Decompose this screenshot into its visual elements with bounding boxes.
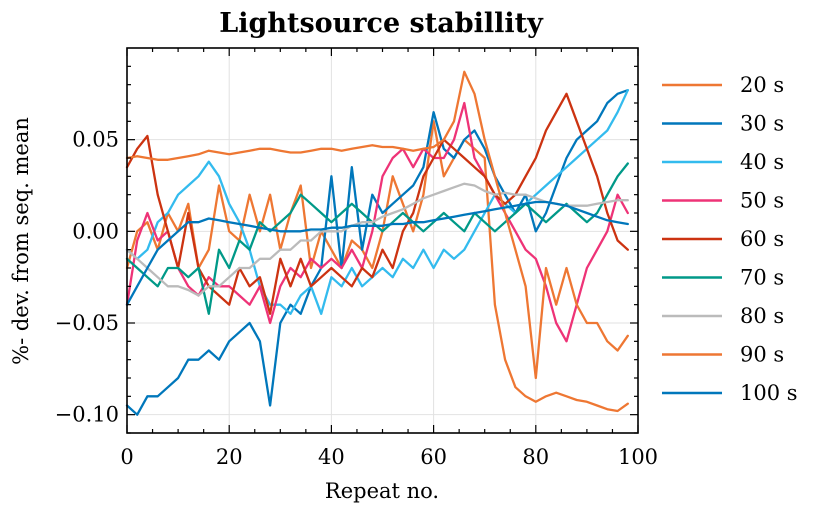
series-line <box>125 92 629 315</box>
y-axis-label: %- dev. from seq. mean <box>9 117 33 365</box>
series-line <box>125 70 629 380</box>
legend-label: 100 s <box>740 381 798 405</box>
series-line <box>125 200 629 306</box>
x-tick-label: 60 <box>420 445 447 469</box>
y-tick-label: 0.05 <box>72 128 119 152</box>
x-axis-label: Repeat no. <box>325 479 439 503</box>
x-tick-labels: 0 20 40 60 80 100 <box>120 445 658 469</box>
legend-label: 20 s <box>740 73 784 97</box>
axis-ticks <box>126 48 639 434</box>
legend-label: 50 s <box>740 189 784 213</box>
series-lines <box>125 70 629 416</box>
chart-title: Lightsource stabillity <box>219 8 544 39</box>
legend-label: 30 s <box>740 112 784 136</box>
series-line <box>125 89 629 315</box>
y-tick-label: 0.00 <box>72 219 119 243</box>
series-line <box>125 101 629 343</box>
legend-label: 60 s <box>740 227 784 251</box>
legend: 20 s 30 s 40 s 50 s 60 s 70 s 80 s 90 s 100 s <box>662 73 798 405</box>
grid <box>126 48 639 433</box>
y-tick-label: −0.10 <box>55 403 119 427</box>
x-tick-label: 80 <box>522 445 549 469</box>
x-tick-label: 100 <box>618 445 658 469</box>
x-tick-label: 0 <box>120 445 133 469</box>
series-line <box>125 120 629 413</box>
y-tick-label: −0.05 <box>55 311 119 335</box>
x-tick-label: 20 <box>216 445 243 469</box>
legend-label: 90 s <box>740 343 784 367</box>
legend-label: 80 s <box>740 304 784 328</box>
legend-label: 70 s <box>740 266 784 290</box>
plot-frame <box>126 47 639 434</box>
y-tick-labels: −0.10 −0.05 0.00 0.05 <box>55 128 119 427</box>
legend-label: 40 s <box>740 150 784 174</box>
x-tick-label: 40 <box>318 445 345 469</box>
